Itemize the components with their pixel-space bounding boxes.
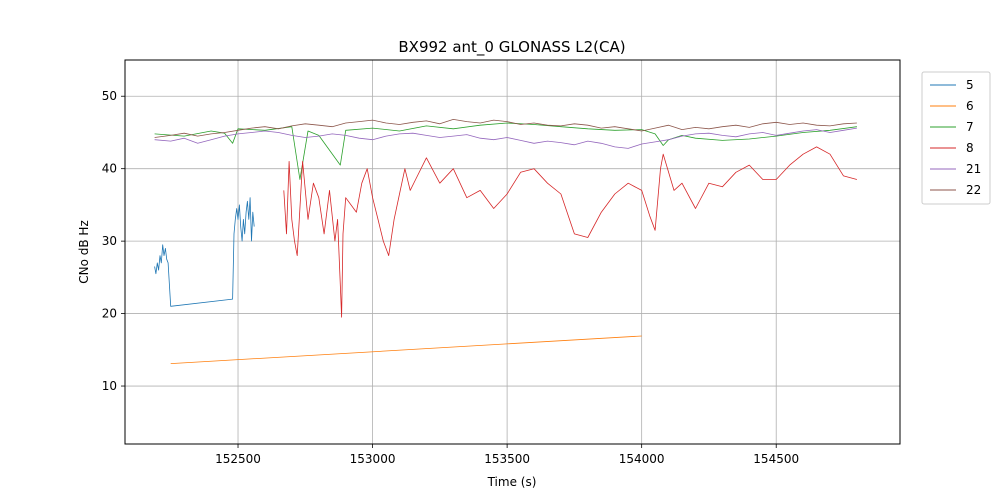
legend-box: [921, 71, 991, 205]
y-tick-label: 50: [102, 89, 117, 103]
legend-label-7: 7: [966, 120, 974, 134]
x-axis-ticks: 152500 153000 153500 154000 154500: [215, 444, 799, 466]
series-line-21: [154, 127, 857, 149]
legend: 5 6 7 8 21 22: [921, 71, 991, 205]
x-tick-label: 152500: [215, 452, 261, 466]
y-tick-label: 20: [102, 307, 117, 321]
grid-lines: [125, 60, 900, 444]
series-lines: [154, 119, 858, 364]
y-axis-ticks: 10 20 30 40 50: [102, 89, 125, 393]
legend-label-22: 22: [966, 183, 981, 197]
y-axis-label: CNo dB Hz: [77, 220, 91, 284]
series-line-8: [283, 146, 858, 318]
legend-label-21: 21: [966, 162, 981, 176]
x-tick-label: 153500: [484, 452, 530, 466]
x-tick-label: 153000: [350, 452, 396, 466]
x-axis-label: Time (s): [487, 475, 537, 489]
chart-title: BX992 ant_0 GLONASS L2(CA): [398, 38, 625, 57]
series-line-22: [154, 119, 857, 138]
x-tick-label: 154000: [619, 452, 665, 466]
plot-frame: [124, 59, 901, 445]
series-line-6: [170, 335, 642, 364]
y-tick-label: 40: [102, 162, 117, 176]
x-tick-label: 154500: [753, 452, 799, 466]
legend-label-8: 8: [966, 141, 974, 155]
y-tick-label: 10: [102, 379, 117, 393]
legend-label-5: 5: [966, 78, 974, 92]
series-line-5: [154, 197, 255, 307]
y-tick-label: 30: [102, 234, 117, 248]
series-line-7: [154, 122, 857, 180]
legend-label-6: 6: [966, 99, 974, 113]
